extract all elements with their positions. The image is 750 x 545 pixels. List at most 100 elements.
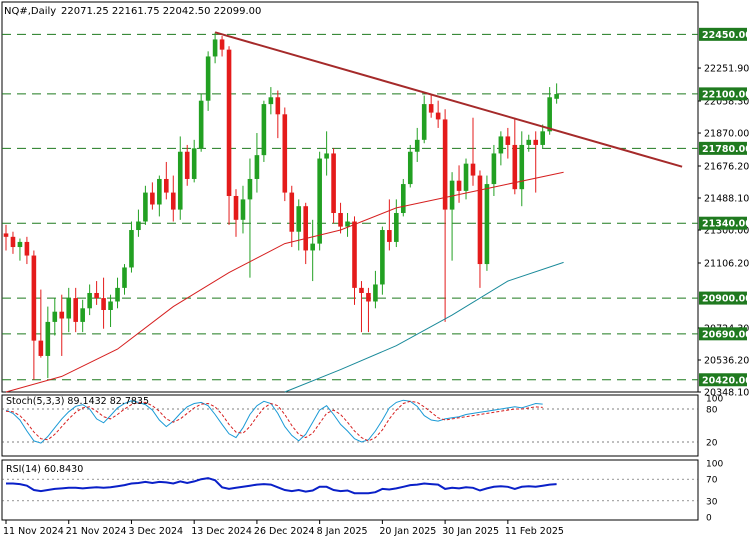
candle-body — [387, 230, 392, 242]
level-price-tag: 20900.00 — [699, 291, 750, 305]
candle — [380, 226, 385, 295]
level-tag-bg — [699, 373, 747, 387]
time-tick-label: 21 Nov 2024 — [66, 526, 127, 537]
candle — [331, 148, 336, 224]
candle-body — [226, 49, 232, 196]
candle — [387, 199, 392, 251]
candle-body — [456, 180, 462, 191]
candle-body — [554, 94, 559, 99]
candle-body — [477, 175, 483, 265]
candle-body — [157, 178, 162, 205]
candle — [296, 199, 302, 251]
candle-body — [45, 321, 51, 356]
candle-body — [303, 206, 309, 251]
candle — [108, 294, 113, 328]
candle — [505, 127, 511, 159]
time-axis: 11 Nov 2024 21 Nov 2024 3 Dec 2024 13 Dec 2… — [3, 520, 564, 537]
price-overlays — [5, 31, 683, 393]
candle-body — [407, 151, 413, 185]
candle — [59, 294, 65, 356]
candle-body — [240, 199, 246, 220]
candle — [10, 231, 16, 254]
candle — [24, 236, 30, 265]
price-tick-label: 21676.20 — [704, 162, 749, 173]
candle-body — [52, 311, 58, 322]
candle-body — [108, 301, 113, 310]
candle-body — [24, 241, 30, 256]
candle — [554, 83, 559, 104]
candle — [212, 32, 218, 64]
candle — [268, 87, 274, 115]
candle — [407, 144, 413, 188]
candle-body — [150, 192, 155, 205]
candle — [3, 224, 9, 251]
candle-body — [533, 139, 539, 145]
candle — [198, 93, 204, 152]
price-tick-label: 21106.20 — [704, 258, 749, 269]
candle-body — [526, 139, 532, 145]
price-axis: 22251.90 22058.30 21870.00 21676.20 21488.10… — [698, 27, 750, 399]
price-tick-label: 22251.90 — [704, 64, 749, 75]
candle — [122, 264, 127, 295]
candle — [177, 136, 183, 220]
candle-body — [449, 180, 455, 210]
candle-body — [177, 151, 183, 210]
level-tag-bg — [699, 216, 747, 230]
candle — [394, 199, 399, 248]
osc-tick-label: 20 — [706, 439, 718, 449]
candle-body — [170, 192, 176, 210]
candle-body — [491, 153, 497, 185]
candle-body — [435, 112, 441, 120]
candle — [317, 151, 322, 251]
candle-body — [352, 221, 357, 288]
candle — [115, 277, 120, 309]
candle — [435, 100, 441, 128]
osc-tick-label: 30 — [706, 497, 718, 507]
time-tick-label: 20 Jan 2025 — [379, 526, 436, 537]
candle-body — [219, 39, 225, 50]
rsi-panel: 100 70 30 0 — [2, 460, 723, 524]
candle-body — [254, 155, 260, 179]
candle — [164, 161, 169, 200]
candlestick-series — [3, 32, 559, 380]
rsi-line — [6, 477, 557, 495]
candle-body — [38, 340, 44, 356]
level-tag-label: 22100.00 — [702, 89, 750, 100]
candle — [233, 189, 239, 237]
candle — [477, 170, 483, 288]
candle — [526, 134, 532, 152]
time-tick-label: 26 Dec 2024 — [254, 526, 315, 537]
time-tick-label: 11 Nov 2024 — [3, 526, 64, 537]
candle-body — [359, 287, 364, 293]
candle-body — [470, 163, 476, 176]
candle-body — [205, 56, 211, 101]
candle-body — [380, 230, 385, 285]
price-tick-label: 21870.00 — [704, 129, 749, 140]
candle-body — [345, 221, 350, 227]
candle — [533, 131, 539, 193]
candle-body — [366, 292, 371, 302]
candle-body — [296, 206, 302, 232]
candle — [247, 158, 253, 278]
candle — [205, 51, 211, 111]
level-price-tag: 21340.00 — [699, 216, 750, 230]
candle-body — [268, 97, 274, 105]
osc-tick-label: 100 — [706, 460, 723, 470]
candle — [512, 117, 518, 195]
candle — [491, 144, 497, 196]
level-tag-label: 21780.00 — [702, 144, 750, 155]
candle — [31, 250, 37, 380]
candle — [157, 175, 162, 217]
candle-body — [191, 148, 197, 179]
candle — [373, 270, 378, 309]
candle — [66, 287, 72, 333]
time-tick-label: 8 Jan 2025 — [317, 526, 368, 537]
candle — [170, 175, 176, 222]
candle — [324, 131, 329, 176]
candle-body — [94, 292, 99, 299]
candle — [484, 175, 490, 271]
candle — [282, 107, 288, 202]
candle-body — [101, 298, 106, 310]
candle-body — [122, 267, 127, 288]
candle — [101, 277, 106, 329]
